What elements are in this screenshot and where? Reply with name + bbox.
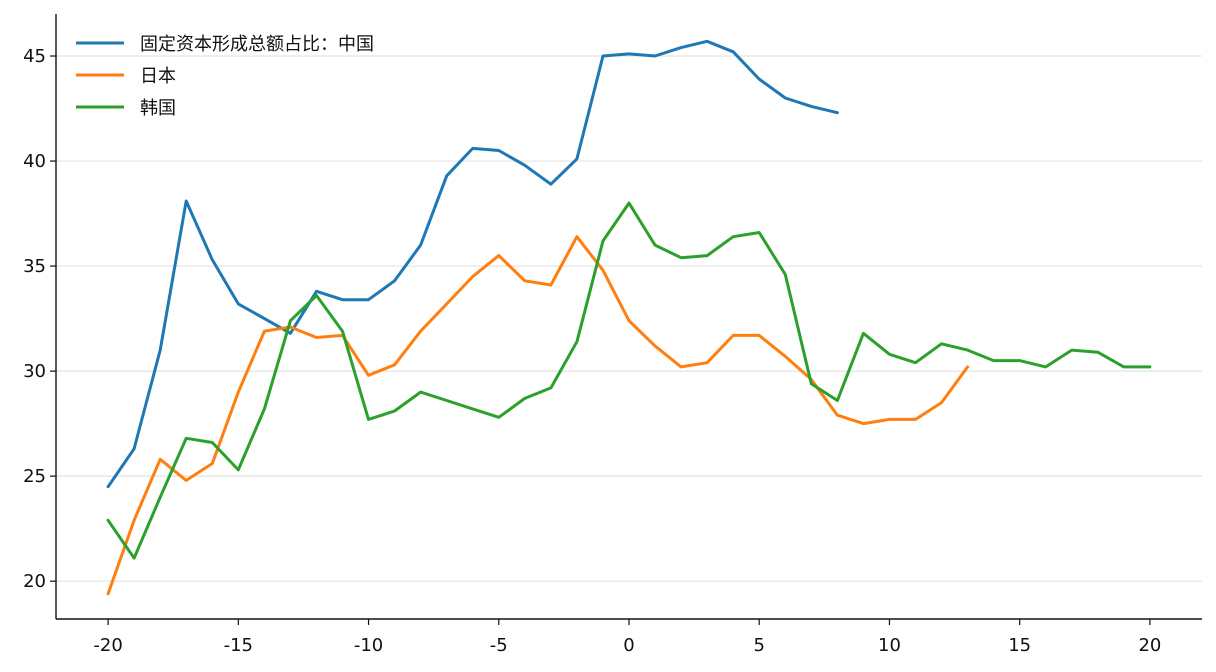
series-line-1 — [106, 39, 839, 489]
y-tick-label: 35 — [23, 256, 46, 277]
x-tick-label: 10 — [878, 635, 901, 656]
x-tick-label: 20 — [1138, 635, 1161, 656]
y-tick-label: 30 — [23, 361, 46, 382]
y-tick-label: 25 — [23, 466, 46, 487]
x-tick-label: -10 — [354, 635, 383, 656]
legend-label-2: 日本 — [140, 66, 176, 87]
x-tick-label: -15 — [224, 635, 253, 656]
series-line-3 — [106, 201, 1152, 560]
x-tick-label: -20 — [93, 635, 122, 656]
x-tick-label: 5 — [754, 635, 765, 656]
x-tick-label: 15 — [1008, 635, 1031, 656]
legend-label-1: 固定资本形成总额占比：中国 — [140, 34, 374, 55]
y-tick-label: 45 — [23, 46, 46, 67]
series-layer — [106, 39, 1152, 596]
y-tick-label: 40 — [23, 151, 46, 172]
axes: 20 25 30 35 40 45 -20 -15 -10 -5 0 5 10 15 20 — [23, 14, 1202, 656]
legend-label-3: 韩国 — [140, 98, 176, 119]
series-line-2 — [106, 235, 970, 596]
x-tick-label: -5 — [490, 635, 508, 656]
y-tick-label: 20 — [23, 571, 46, 592]
x-tick-label: 0 — [623, 635, 634, 656]
